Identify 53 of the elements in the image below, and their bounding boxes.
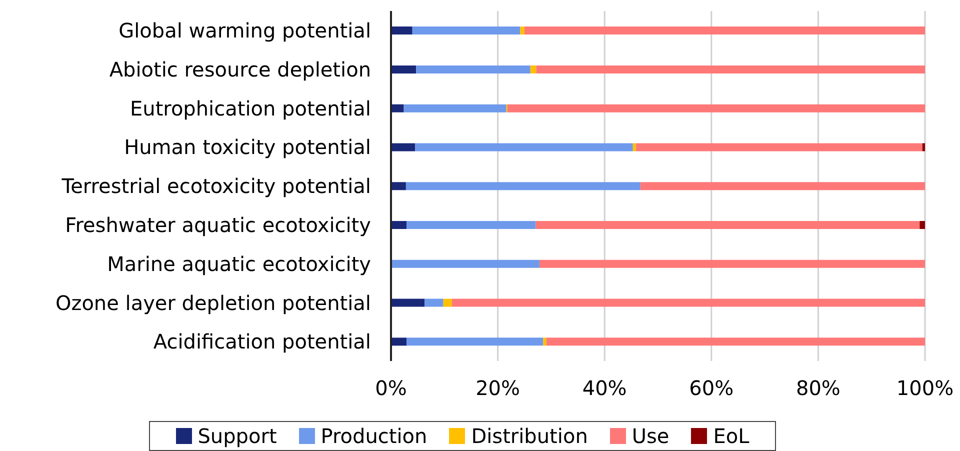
bar xyxy=(424,298,444,307)
bar xyxy=(391,260,540,268)
x-tick-label: 40% xyxy=(582,376,627,400)
bar xyxy=(415,143,633,152)
bar xyxy=(640,182,925,190)
bar xyxy=(524,26,925,35)
legend-label: Distribution xyxy=(471,424,588,448)
bar xyxy=(391,298,425,307)
x-tick-label: 0% xyxy=(375,376,407,400)
bar xyxy=(539,260,925,268)
bar xyxy=(443,298,452,307)
y-tick-label: Global warming potential xyxy=(118,18,371,43)
bar xyxy=(391,65,416,74)
y-tick-label: Abiotic resource depletion xyxy=(109,57,371,82)
bar xyxy=(543,338,546,346)
bar xyxy=(391,104,404,112)
bar xyxy=(536,221,920,229)
y-tick-label: Freshwater aquatic ecotoxicity xyxy=(65,212,372,237)
legend-label: EoL xyxy=(713,424,750,448)
bar xyxy=(546,338,925,346)
bar xyxy=(632,143,636,152)
y-tick-label: Eutrophication potential xyxy=(130,96,371,120)
bar xyxy=(452,298,925,307)
bar xyxy=(636,143,922,152)
bar xyxy=(416,65,530,74)
x-tick-label: 80% xyxy=(796,376,840,400)
y-tick-label: Ozone layer depletion potential xyxy=(55,290,371,315)
bar xyxy=(391,182,406,190)
legend-label: Support xyxy=(198,424,277,448)
y-tick-label: Marine aquatic ecotoxicity xyxy=(107,252,372,276)
bar xyxy=(406,221,536,229)
legend-label: Use xyxy=(632,424,670,448)
bar xyxy=(530,65,536,74)
x-tick-label: 100% xyxy=(896,376,954,400)
bar xyxy=(412,26,520,35)
legend-label: Production xyxy=(320,424,428,448)
bar xyxy=(520,26,524,35)
x-tick-label: 20% xyxy=(476,376,520,400)
x-tick-label: 60% xyxy=(689,376,734,400)
bar xyxy=(406,182,640,190)
bar xyxy=(391,338,406,346)
y-tick-label: Human toxicity potential xyxy=(124,135,371,160)
bar xyxy=(391,26,412,35)
bar xyxy=(391,221,406,229)
bar xyxy=(406,338,544,346)
bar xyxy=(920,221,925,229)
y-tick-label: Terrestrial ecotoxicity potential xyxy=(60,174,371,198)
y-tick-label: Acidification potential xyxy=(153,330,371,354)
bar xyxy=(507,104,925,112)
bar xyxy=(536,65,925,74)
bar xyxy=(404,104,506,112)
bar xyxy=(922,143,925,152)
bar xyxy=(391,143,416,152)
